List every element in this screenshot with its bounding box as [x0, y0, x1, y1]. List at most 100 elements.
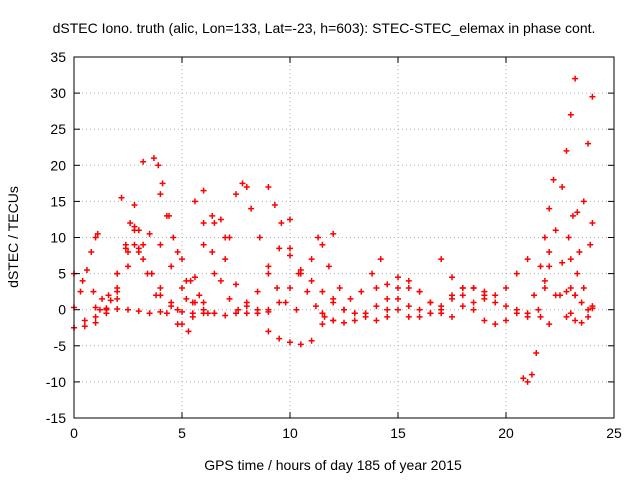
data-series	[535, 75, 579, 313]
x-tick-label: 0	[70, 425, 78, 441]
data-series	[254, 230, 337, 317]
data-point	[541, 234, 548, 241]
data-point	[503, 303, 509, 310]
data-point	[351, 317, 358, 324]
data-point	[170, 234, 177, 241]
data-point	[189, 313, 196, 320]
data-series	[191, 198, 250, 317]
data-point	[589, 303, 596, 310]
data-series	[179, 183, 250, 328]
data-point	[125, 263, 131, 270]
data-point	[459, 285, 466, 292]
data-point	[416, 288, 423, 295]
data-point	[574, 270, 581, 277]
data-point	[99, 295, 106, 302]
data-point	[325, 263, 332, 270]
x-tick-label: 15	[390, 425, 406, 441]
data-point	[248, 205, 255, 212]
data-point	[287, 285, 293, 292]
data-point	[308, 337, 315, 344]
data-point	[524, 256, 531, 263]
data-point	[179, 285, 185, 292]
data-point	[535, 306, 542, 313]
data-point	[470, 299, 477, 306]
data-point	[265, 183, 272, 190]
data-point	[79, 277, 86, 284]
data-point	[576, 248, 583, 255]
data-series	[563, 93, 596, 320]
y-tick-label: 20	[50, 157, 66, 173]
data-point	[92, 313, 99, 320]
data-point	[92, 304, 99, 311]
data-series	[315, 234, 384, 302]
data-point	[211, 310, 218, 317]
data-point	[319, 288, 326, 295]
data-point	[168, 263, 175, 270]
data-point	[572, 317, 579, 324]
data-point	[395, 306, 401, 313]
data-point	[565, 234, 572, 241]
data-series	[438, 256, 520, 328]
data-point	[546, 205, 553, 212]
data-point	[537, 263, 544, 270]
y-tick-label: 25	[50, 121, 66, 137]
data-point	[395, 274, 401, 281]
data-point	[287, 339, 293, 346]
data-point	[362, 313, 369, 320]
data-point	[336, 285, 343, 292]
data-point	[256, 234, 263, 241]
data-point	[524, 378, 531, 385]
data-point	[150, 155, 157, 162]
data-point	[384, 295, 391, 302]
data-point	[589, 93, 596, 100]
data-point	[179, 321, 185, 328]
data-series	[572, 303, 596, 326]
x-tick-label: 25	[606, 425, 622, 441]
data-point	[520, 375, 527, 382]
data-point	[103, 305, 110, 312]
data-point	[567, 111, 574, 118]
data-point	[312, 303, 319, 310]
data-series	[239, 180, 300, 313]
data-series	[92, 304, 164, 317]
data-point	[405, 303, 412, 310]
data-point	[438, 303, 445, 310]
data-point	[589, 220, 596, 227]
data-point	[125, 306, 131, 313]
data-series	[71, 270, 121, 304]
data-point	[330, 299, 337, 306]
y-tick-label: 30	[50, 85, 66, 101]
data-point	[330, 230, 337, 237]
data-points	[71, 75, 596, 385]
data-point	[449, 295, 455, 302]
data-point	[105, 292, 112, 299]
data-point	[546, 248, 553, 255]
data-point	[503, 285, 509, 292]
data-point	[131, 241, 138, 248]
y-tick-label: 35	[50, 49, 66, 65]
data-point	[278, 220, 285, 227]
data-point	[541, 277, 548, 284]
data-point	[563, 313, 570, 320]
data-point	[377, 256, 384, 263]
data-point	[585, 313, 592, 320]
data-series	[81, 227, 142, 324]
data-point	[265, 263, 272, 270]
data-point	[183, 295, 190, 302]
axis-ticks: 0 5 10 15 20 25 -15 -10 -5 0 5 10 15 20 25 30 35	[46, 49, 622, 441]
data-point	[163, 310, 170, 317]
data-point	[174, 306, 181, 313]
data-point	[541, 285, 548, 292]
data-point	[209, 248, 216, 255]
data-point	[222, 256, 229, 263]
data-point	[274, 285, 281, 292]
data-point	[217, 216, 224, 223]
data-point	[265, 306, 272, 313]
data-point	[308, 277, 315, 284]
data-point	[369, 270, 376, 277]
data-point	[146, 310, 153, 317]
data-point	[546, 263, 553, 270]
data-point	[531, 292, 538, 299]
data-point	[557, 292, 563, 299]
